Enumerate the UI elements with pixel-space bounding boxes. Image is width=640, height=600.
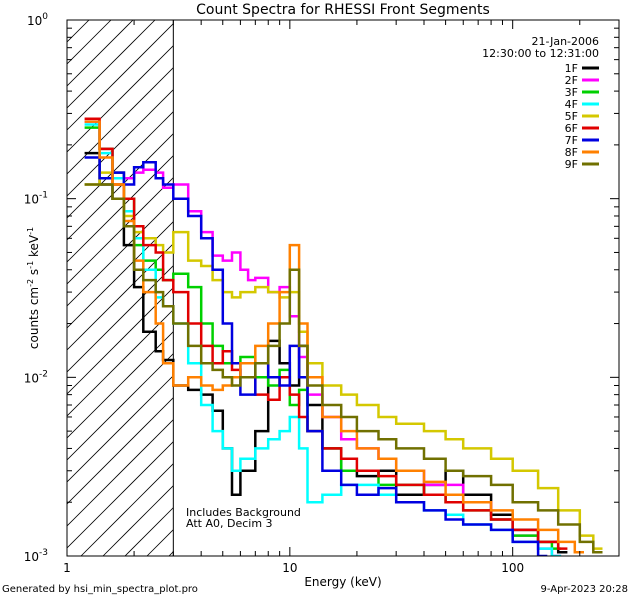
legend-label: 7F (565, 134, 578, 147)
legend-label: 5F (565, 110, 578, 123)
hatch-line (124, 507, 174, 556)
legend-item-4F: 4F (565, 98, 599, 111)
hatched-region (67, 20, 174, 556)
series-layer (84, 117, 603, 556)
y-axis-label: counts cm-2 s-1 keV-1 (26, 227, 41, 349)
legend-label: 8F (565, 146, 578, 159)
hatch-line (168, 551, 174, 556)
legend-label: 6F (565, 122, 578, 135)
y-tick-label: 100 (27, 12, 48, 28)
legend-label: 1F (565, 62, 578, 75)
legend-item-3F: 3F (565, 86, 599, 99)
hatch-line (67, 177, 174, 285)
series-line-8F (84, 120, 584, 554)
attenuator-note: Att A0, Decim 3 (186, 517, 273, 530)
hatch-line (67, 199, 174, 307)
x-tick-label: 100 (501, 561, 524, 575)
legend-item-7F: 7F (565, 134, 599, 147)
hatch-line (67, 111, 174, 219)
series-6F (84, 117, 568, 550)
series-line-1F (84, 151, 568, 554)
series-1F (84, 151, 568, 554)
hatch-line (67, 20, 156, 109)
legend-label: 9F (565, 158, 578, 171)
background-note: Includes Background (186, 506, 301, 519)
generator-credit: Generated by hsi_min_spectra_plot.pro (2, 584, 198, 595)
hatch-line (67, 20, 134, 87)
hatch-line (67, 89, 174, 197)
hatch-line (67, 419, 174, 527)
plot-frame (66, 19, 620, 557)
hatch-line (67, 309, 174, 417)
series-4F (84, 123, 562, 556)
x-tick-label: 1 (63, 561, 71, 575)
legend-item-1F: 1F (565, 62, 599, 75)
x-tick-label: 10 (282, 561, 297, 575)
x-axis-label: Energy (keV) (304, 575, 381, 589)
time-range-annotation: 12:30:00 to 12:31:00 (482, 47, 599, 60)
hatch-line (67, 265, 174, 373)
hatch-line (67, 45, 174, 153)
hatch-line (67, 353, 174, 461)
legend-label: 2F (565, 74, 578, 87)
hatch-line (146, 529, 174, 556)
axis-ticks: 1 10 100 100 10-1 10-2 10-3 (24, 12, 620, 575)
series-line-5F (84, 171, 603, 550)
y-tick-label: 10-3 (24, 548, 48, 564)
hatch-line (67, 20, 90, 43)
series-line-9F (84, 183, 603, 554)
hatch-line (67, 397, 174, 505)
hatch-line (67, 133, 174, 241)
hatch-line (67, 287, 174, 395)
hatch-line (67, 221, 174, 329)
chart-title: Count Spectra for RHESSI Front Segments (196, 2, 490, 18)
hatch-line (67, 20, 112, 65)
hatch-line (80, 463, 174, 556)
legend-item-2F: 2F (565, 74, 599, 87)
legend-item-6F: 6F (565, 122, 599, 135)
hatch-line (67, 23, 174, 131)
legend-item-9F: 9F (565, 158, 599, 171)
hatch-line (67, 67, 174, 175)
legend-item-8F: 8F (565, 146, 599, 159)
hatch-line (67, 441, 174, 549)
date-annotation: 21-Jan-2006 (532, 35, 600, 48)
y-tick-label: 10-1 (24, 191, 48, 207)
series-8F (84, 120, 584, 554)
series-5F (84, 171, 603, 550)
series-7F (84, 156, 548, 556)
series-line-7F (84, 156, 548, 556)
series-line-4F (84, 123, 562, 556)
hatch-line (102, 485, 174, 556)
series-9F (84, 183, 603, 554)
hatch-line (67, 375, 174, 483)
legend-label: 3F (565, 86, 578, 99)
generated-timestamp: 9-Apr-2023 20:28 (540, 584, 628, 595)
hatch-line (67, 331, 174, 439)
legend-label: 4F (565, 98, 578, 111)
legend-item-5F: 5F (565, 110, 599, 123)
series-line-6F (84, 117, 568, 550)
y-tick-label: 10-2 (24, 369, 48, 385)
